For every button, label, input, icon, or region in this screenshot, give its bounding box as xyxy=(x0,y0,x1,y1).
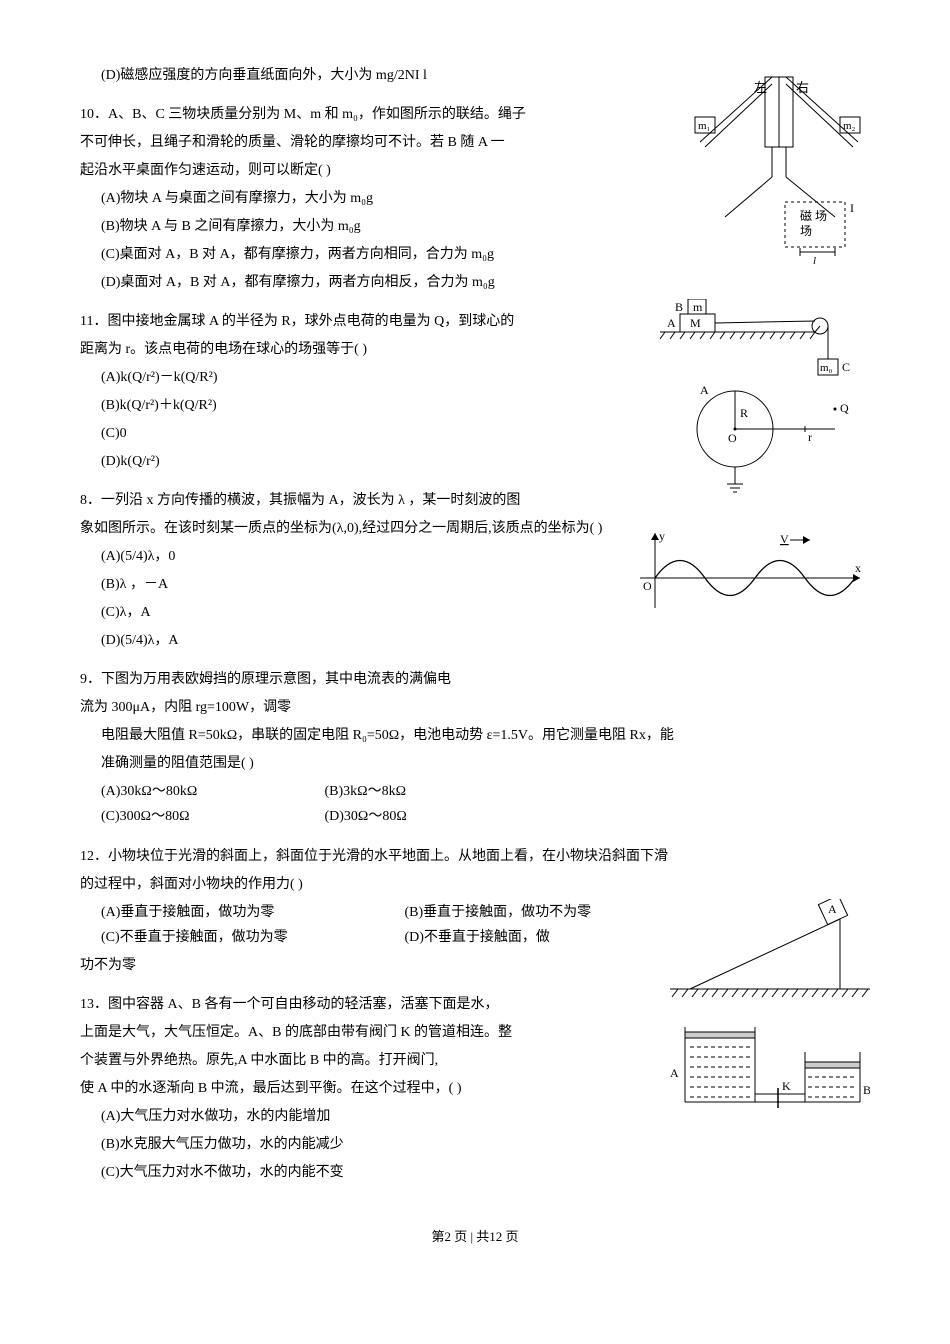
q12-stem-2: 的过程中，斜面对小物块的作用力( ) xyxy=(80,872,870,897)
q9-stem-2: 流为 300μA，内阻 rg=100W，调零 xyxy=(80,695,870,720)
fig-q8: x y O V xyxy=(630,528,870,618)
svg-text:y: y xyxy=(659,529,665,543)
svg-text:I: I xyxy=(850,201,854,215)
q12-a: (A)垂直于接触面，做功为零 xyxy=(101,900,401,925)
svg-text:r: r xyxy=(808,430,812,444)
svg-text:m: m xyxy=(693,300,703,314)
svg-text:M: M xyxy=(690,316,701,330)
question-9: 9．下图为万用表欧姆挡的原理示意图，其中电流表的满偏电 流为 300μA，内阻 … xyxy=(80,667,870,829)
fig-q10: 左 右 m₁ m₂ 磁 场 场 I l xyxy=(670,72,870,272)
svg-text:A: A xyxy=(667,316,676,330)
q13-c: (C)大气压力对水不做功，水的内能不变 xyxy=(101,1160,870,1185)
q9-c: (C)300Ω～80Ω xyxy=(101,804,321,829)
svg-text:场: 场 xyxy=(800,224,812,238)
svg-text:R: R xyxy=(740,406,748,420)
q9-b: (B)3kΩ～8kΩ xyxy=(325,784,406,799)
q13-b: (B)水克服大气压力做功，水的内能减少 xyxy=(101,1132,870,1157)
question-10: 左 右 m₁ m₂ 磁 场 场 I l 10 xyxy=(80,102,870,295)
svg-text:m₀: m₀ xyxy=(820,362,833,374)
svg-text:A: A xyxy=(700,383,709,397)
q9-d: (D)30Ω～80Ω xyxy=(325,809,407,824)
question-12: 12．小物块位于光滑的斜面上，斜面位于光滑的水平地面上。从地面上看，在小物块沿斜… xyxy=(80,844,870,978)
question-11: B m A M m₀ C xyxy=(80,309,870,474)
svg-text:l: l xyxy=(813,255,816,267)
svg-text:K: K xyxy=(782,1079,791,1093)
q8-d: (D)(5/4)λ，A xyxy=(101,628,870,653)
svg-text:Q: Q xyxy=(840,401,849,415)
svg-text:m₁: m₁ xyxy=(698,120,711,132)
svg-text:A: A xyxy=(670,1066,679,1080)
svg-text:m₂: m₂ xyxy=(843,120,856,132)
svg-text:O: O xyxy=(643,579,652,593)
q8-stem-1: 8．一列沿 x 方向传播的横波，其振幅为 A，波长为 λ ，某一时刻波的图 xyxy=(80,488,870,513)
q12-stem-1: 12．小物块位于光滑的斜面上，斜面位于光滑的水平地面上。从地面上看，在小物块沿斜… xyxy=(80,844,870,869)
svg-text:磁 场: 磁 场 xyxy=(800,208,827,223)
q12-c: (C)不垂直于接触面，做功为零 xyxy=(101,925,401,950)
svg-text:x: x xyxy=(855,561,861,575)
q12-d: (D)不垂直于接触面，做 xyxy=(405,930,550,945)
question-13: A K B 13．图中容器 A、B 各有一个可自由移动的轻活塞，活塞下面是水， … xyxy=(80,992,870,1185)
svg-text:C: C xyxy=(842,360,850,374)
q9-a: (A)30kΩ～80kΩ xyxy=(101,779,321,804)
q12-b: (B)垂直于接触面，做功不为零 xyxy=(405,905,592,920)
q9-stem-1: 9．下图为万用表欧姆挡的原理示意图，其中电流表的满偏电 xyxy=(80,667,870,692)
q9-stem-4: 准确测量的阻值范围是( ) xyxy=(101,751,870,776)
q13-stem-1: 13．图中容器 A、B 各有一个可自由移动的轻活塞，活塞下面是水， xyxy=(80,992,870,1017)
q9-stem-3: 电阻最大阻值 R=50kΩ，串联的固定电阻 R₀=50Ω，电池电动势 ε=1.5… xyxy=(101,723,870,748)
svg-text:B: B xyxy=(675,300,683,314)
svg-text:O: O xyxy=(728,431,737,445)
svg-text:B: B xyxy=(863,1083,870,1097)
svg-text:V: V xyxy=(780,532,789,546)
fig-q11: B m A M m₀ C xyxy=(660,299,870,499)
page-footer: 第2 页 | 共12 页 xyxy=(80,1225,870,1248)
question-8: 8．一列沿 x 方向传播的横波，其振幅为 A，波长为 λ ，某一时刻波的图 象如… xyxy=(80,488,870,653)
fig-q13: A K B xyxy=(660,1022,870,1122)
svg-text:A: A xyxy=(828,902,837,916)
